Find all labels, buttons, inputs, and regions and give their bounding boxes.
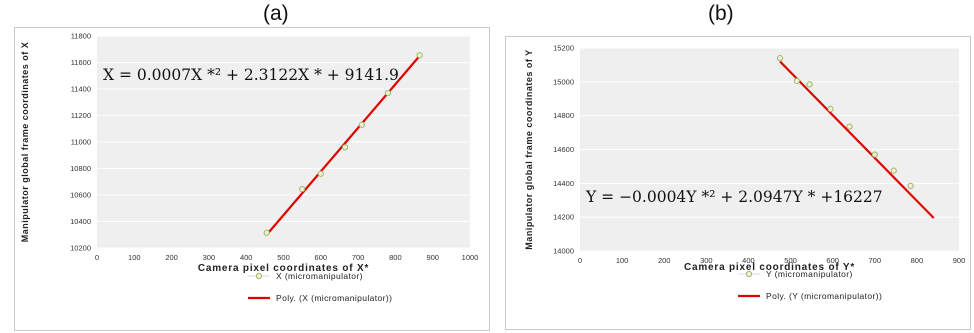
x-tick-label: 300 <box>700 256 713 265</box>
legend-label: Y (micromanipulator) <box>766 269 853 279</box>
panel-label-b: (b) <box>708 2 734 25</box>
x-tick-label: 400 <box>742 256 755 265</box>
x-tick-label: 300 <box>203 253 216 262</box>
data-point <box>416 52 423 59</box>
chart-a: 10200 10400 10600 10800 11000 11200 11400 11600… <box>20 32 478 304</box>
data-point <box>263 229 270 236</box>
legend-label: Poly. (Y (micromanipulator)) <box>766 291 882 301</box>
data-point <box>317 170 324 177</box>
x-tick-label: 400 <box>240 253 253 262</box>
y-tick-label: 14400 <box>553 179 574 188</box>
x-axis-title: Camera pixel coordinates of X* <box>198 263 369 274</box>
y-tick-label: 14200 <box>553 213 574 222</box>
fit-equation: Y = −0.0004Y *² + 2.0947Y * +16227 <box>585 188 883 206</box>
legend-label: X (micromanipulator) <box>276 271 363 281</box>
y-tick-label: 11400 <box>71 85 91 94</box>
data-point <box>907 182 914 189</box>
data-point <box>827 105 834 113</box>
y-tick-label: 10800 <box>70 164 91 173</box>
fit-equation: X = 0.0007X *² + 2.3122X * + 9141.9 <box>103 66 399 84</box>
data-point <box>806 81 813 88</box>
x-axis-title: Camera pixel coordinates of Y* <box>684 262 855 273</box>
data-point <box>776 55 784 62</box>
data-point <box>846 123 853 130</box>
data-point <box>341 144 349 151</box>
y-tick-label: 15200 <box>553 44 574 53</box>
y-tick-label: 14000 <box>553 247 574 256</box>
legend-label: Poly. (X (micromanipulator)) <box>276 293 392 303</box>
y-tick-label: 11800 <box>71 32 91 41</box>
fit-line <box>779 60 935 219</box>
y-tick-label: 11600 <box>71 58 91 67</box>
x-tick-label: 100 <box>616 256 629 265</box>
legend-marker <box>255 272 263 280</box>
y-tick-label: 14600 <box>553 145 574 154</box>
x-tick-label: 200 <box>658 256 671 265</box>
y-tick-label: 15000 <box>553 77 574 86</box>
x-tick-label: 800 <box>911 256 924 265</box>
x-tick-label: 600 <box>315 253 328 262</box>
x-tick-label: 700 <box>352 253 365 262</box>
y-axis-title: Manipulator global frame coordinates of … <box>524 49 534 249</box>
x-tick-label: 800 <box>389 253 402 262</box>
data-point <box>384 89 392 97</box>
legend-marker <box>745 270 753 278</box>
panel-label-a: (a) <box>263 2 289 25</box>
data-point <box>299 185 306 193</box>
y-tick-label: 11000 <box>71 138 91 147</box>
y-tick-label: 10400 <box>70 217 91 226</box>
y-tick-label: 10600 <box>70 191 91 200</box>
chart-b: 14000 14200 14400 14600 14800 15000 15200 0 100 2… <box>524 44 965 302</box>
data-point <box>871 151 878 158</box>
y-axis-title: Manipulator global frame coordinates of … <box>20 42 30 243</box>
data-point <box>358 121 365 128</box>
y-tick-label: 11200 <box>71 111 91 120</box>
x-tick-label: 900 <box>426 253 439 262</box>
data-point <box>890 167 897 174</box>
x-tick-label: 700 <box>869 256 882 265</box>
x-tick-label: 100 <box>128 253 141 262</box>
x-tick-label: 0 <box>95 253 99 262</box>
x-tick-label: 0 <box>578 256 582 265</box>
x-tick-label: 900 <box>953 256 966 265</box>
x-tick-label: 500 <box>277 253 290 262</box>
x-tick-label: 1000 <box>462 253 479 262</box>
x-tick-label: 600 <box>826 256 839 265</box>
y-tick-label: 14800 <box>553 111 574 120</box>
y-tick-label: 10200 <box>70 244 91 253</box>
x-tick-label: 200 <box>165 253 178 262</box>
x-tick-label: 500 <box>784 256 797 265</box>
data-point <box>793 77 800 85</box>
